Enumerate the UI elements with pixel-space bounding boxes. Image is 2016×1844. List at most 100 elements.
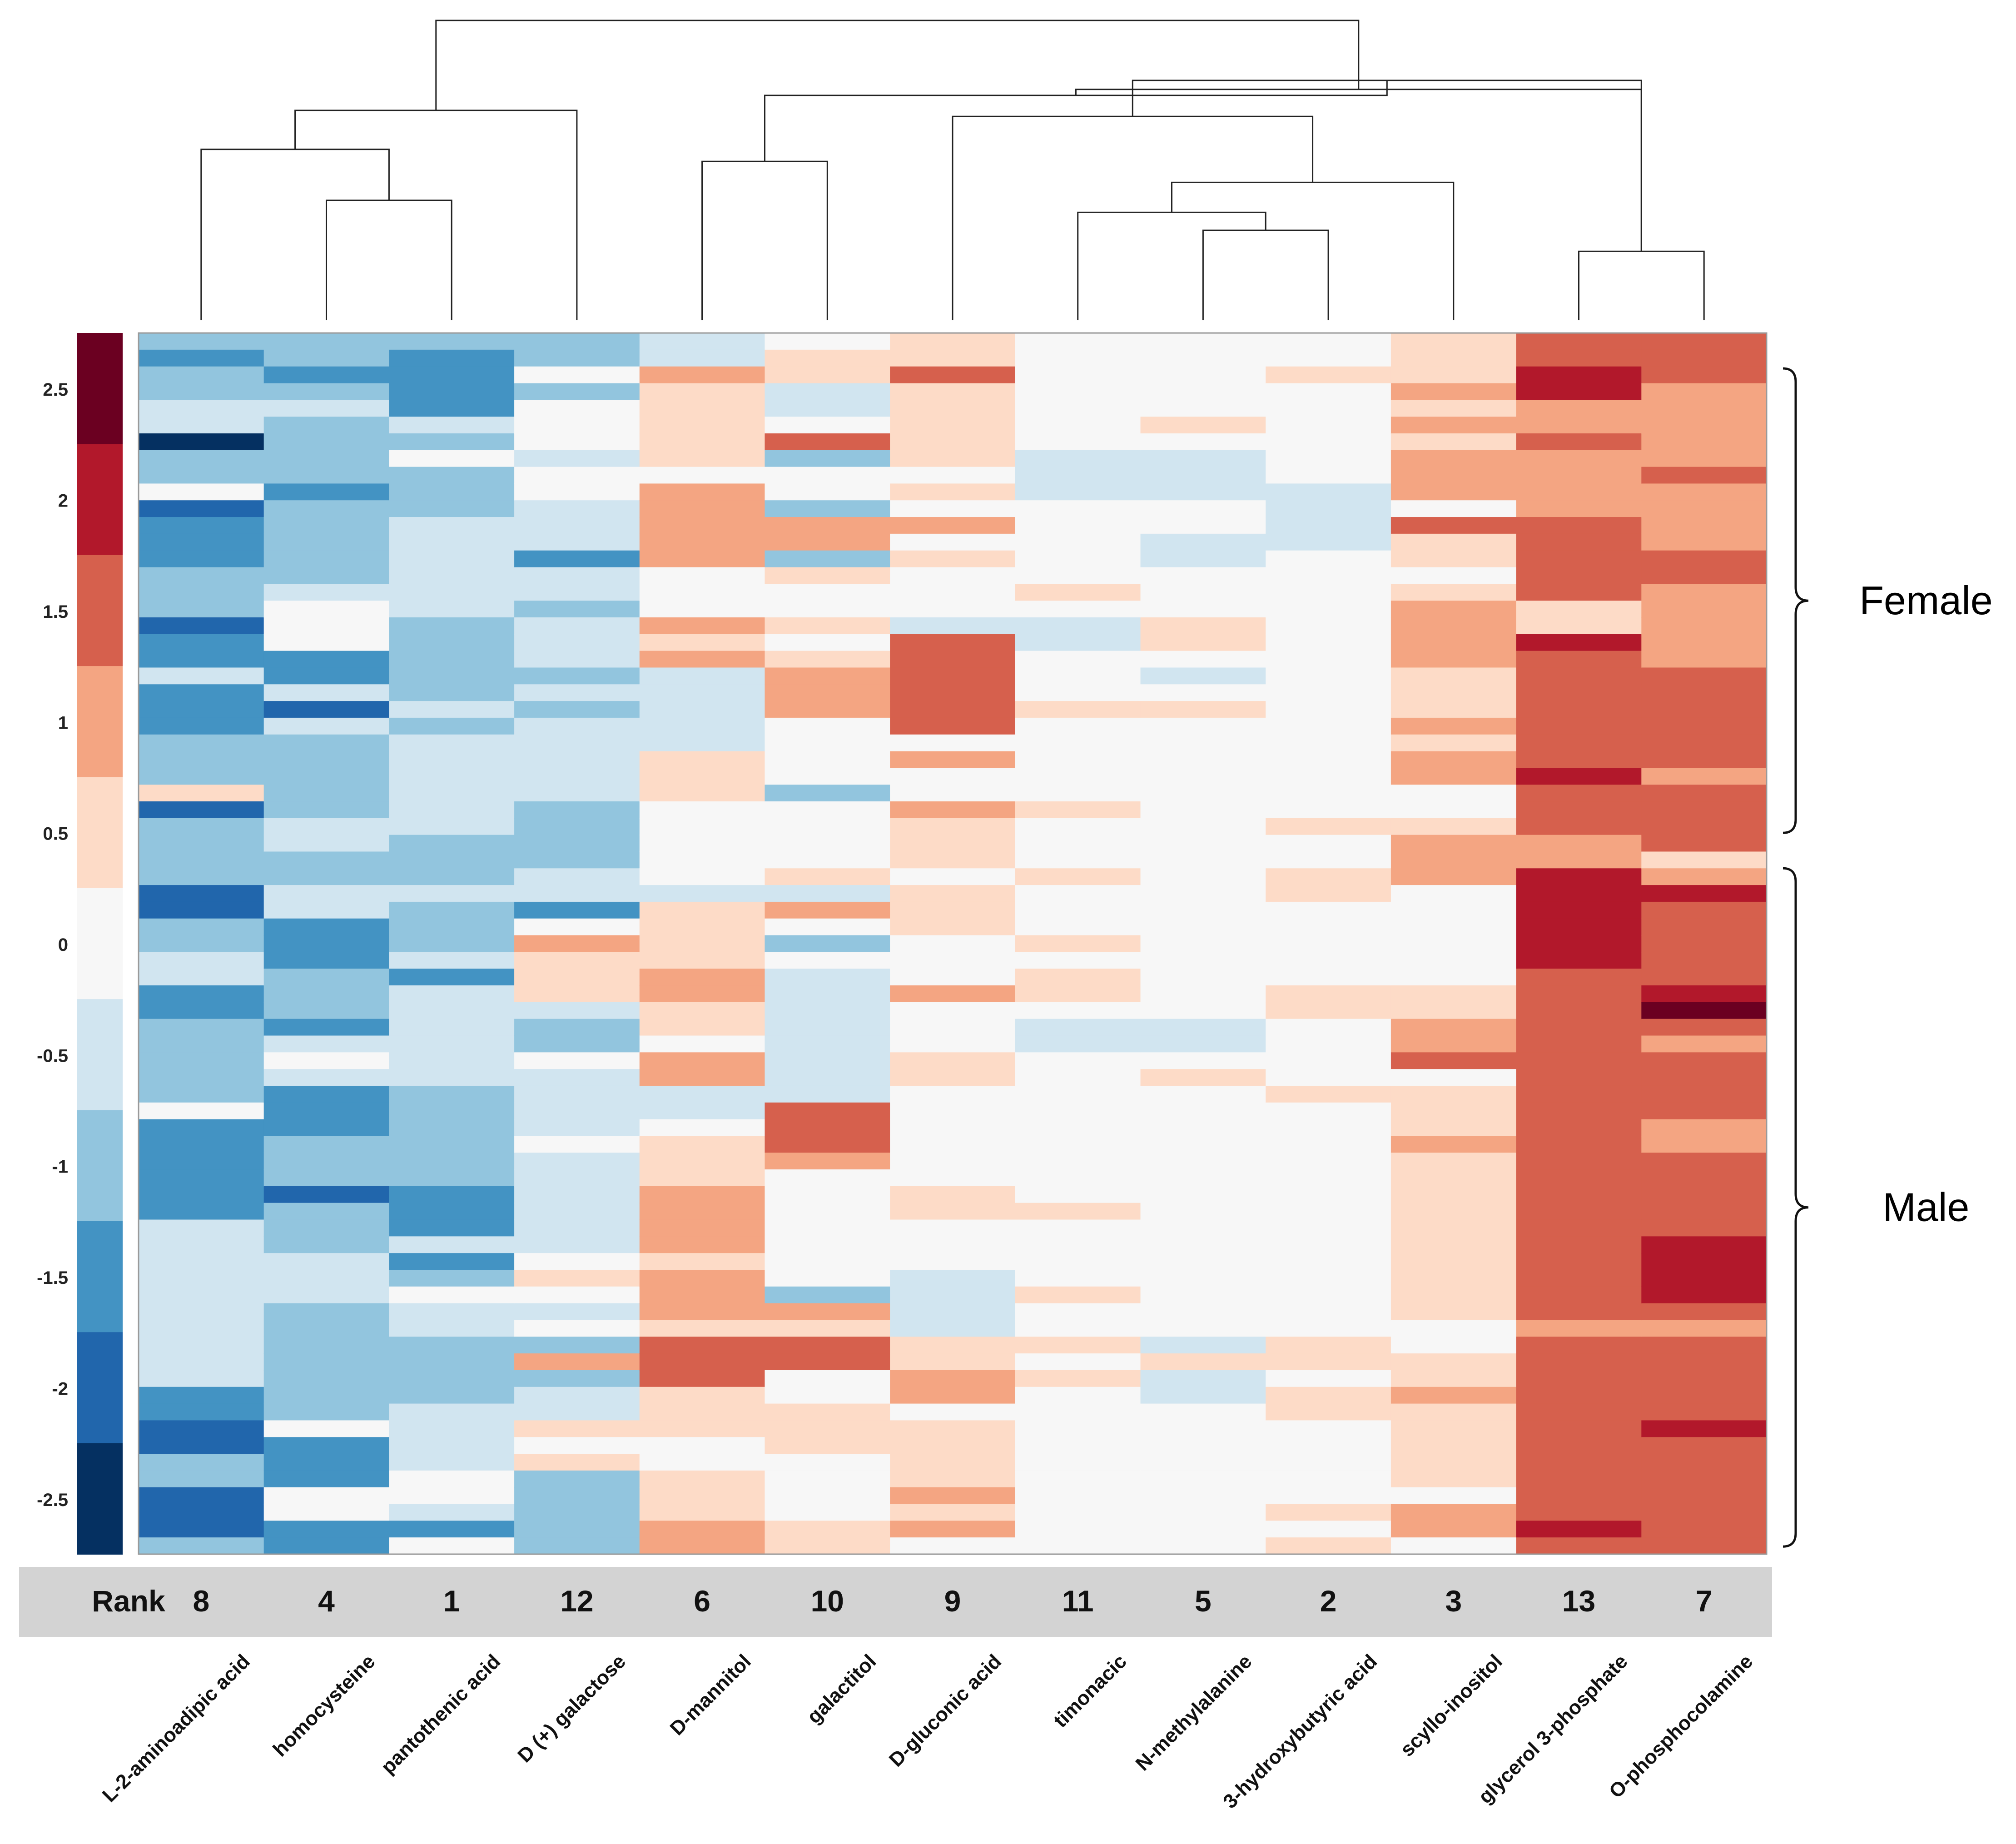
heatmap-cell [765, 533, 890, 551]
heatmap-cell [389, 768, 515, 785]
heatmap-cell [1140, 550, 1266, 568]
heatmap-cell [765, 483, 890, 501]
heatmap-cell [514, 1337, 640, 1354]
heatmap-cell [1641, 1236, 1767, 1253]
heatmap-cell [514, 885, 640, 902]
heatmap-cell [1266, 1019, 1391, 1036]
heatmap-cell [139, 885, 264, 902]
heatmap-cell [139, 835, 264, 852]
heatmap-cell [890, 1102, 1016, 1120]
heatmap-cell [1390, 952, 1517, 969]
heatmap-cell [1516, 500, 1642, 517]
dendrogram [200, 20, 1705, 320]
heatmap-cell [1266, 1253, 1391, 1270]
heatmap-cell [139, 467, 264, 484]
heatmap-cell [514, 1085, 640, 1103]
heatmap-cell [1140, 433, 1266, 451]
heatmap-cell [1641, 684, 1767, 701]
heatmap-cell [1641, 1470, 1767, 1488]
heatmap-cell [1390, 634, 1517, 651]
heatmap-cell [1015, 1403, 1141, 1421]
heatmap-cell [1015, 901, 1141, 919]
heatmap-cell [263, 1337, 390, 1354]
heatmap-cell [1015, 1521, 1141, 1538]
heatmap-cell [1140, 851, 1266, 869]
heatmap-cell [1140, 985, 1266, 1003]
heatmap-cell [639, 517, 765, 534]
heatmap-cell [765, 969, 890, 986]
heatmap-cell [389, 1420, 515, 1438]
heatmap-cell [890, 801, 1016, 819]
heatmap-cell [1390, 1437, 1517, 1454]
heatmap-cell [1140, 533, 1266, 551]
rank-value: 9 [944, 1584, 961, 1618]
heatmap-cell [1516, 969, 1642, 986]
heatmap-cell [1015, 1387, 1141, 1404]
heatmap-cell [263, 433, 390, 451]
heatmap-cell [890, 684, 1016, 701]
heatmap-cell [389, 868, 515, 885]
heatmap-cell [1641, 433, 1767, 451]
heatmap-cell [139, 952, 264, 969]
heatmap-cell [1266, 1236, 1391, 1253]
heatmap-cell [1266, 1320, 1391, 1337]
heatmap-cell [1015, 1186, 1141, 1203]
heatmap-cell [765, 734, 890, 752]
heatmap-cell [139, 601, 264, 618]
heatmap-cell [1390, 1019, 1517, 1036]
heatmap-cell [263, 400, 390, 417]
heatmap-cell [263, 467, 390, 484]
heatmap-cell [765, 400, 890, 417]
heatmap-cell [1390, 734, 1517, 752]
colorbar-tick-label: -0.5 [37, 1046, 68, 1066]
heatmap-cell [639, 885, 765, 902]
heatmap-cell [890, 751, 1016, 769]
heatmap-cell [890, 1270, 1016, 1287]
heatmap-cell [263, 751, 390, 769]
heatmap-cell [639, 751, 765, 769]
heatmap-cell [514, 1236, 640, 1253]
heatmap-cell [139, 483, 264, 501]
heatmap-cell [389, 634, 515, 651]
heatmap-cell [1516, 634, 1642, 651]
heatmap-cell [1140, 601, 1266, 618]
heatmap-cell [1140, 400, 1266, 417]
heatmap-cell [890, 500, 1016, 517]
heatmap-cell [1641, 701, 1767, 718]
heatmap-cell [1390, 467, 1517, 484]
heatmap-cell [1015, 801, 1141, 819]
heatmap-cell [639, 835, 765, 852]
heatmap-cell [1015, 1437, 1141, 1454]
heatmap-cell [765, 651, 890, 668]
heatmap-cell [139, 433, 264, 451]
heatmap-cell [389, 969, 515, 986]
heatmap-cell [1140, 417, 1266, 434]
heatmap-cell [1015, 1270, 1141, 1287]
heatmap-cell [890, 634, 1016, 651]
heatmap-cell [1266, 1219, 1391, 1237]
heatmap-cell [639, 768, 765, 785]
heatmap-cell [765, 333, 890, 350]
heatmap-cell [1140, 701, 1266, 718]
heatmap-cell [263, 1387, 390, 1404]
heatmap-cell [263, 349, 390, 367]
heatmap-cell [1015, 1019, 1141, 1036]
heatmap-cell [389, 567, 515, 585]
heatmap-cell [139, 517, 264, 534]
heatmap-cell [765, 835, 890, 852]
heatmap-cell [890, 1521, 1016, 1538]
heatmap-cell [1140, 1504, 1266, 1521]
heatmap-cell [514, 818, 640, 835]
heatmap-cell [389, 1286, 515, 1304]
heatmap-cell [389, 985, 515, 1003]
dendrogram-link [1075, 89, 1642, 252]
heatmap-cell [765, 1236, 890, 1253]
heatmap-cell [263, 1303, 390, 1321]
column-label: galactitol [803, 1650, 880, 1728]
heatmap-cell [1266, 533, 1391, 551]
heatmap-cell [139, 901, 264, 919]
heatmap-cell [1516, 1153, 1642, 1170]
heatmap-cell [139, 1186, 264, 1203]
heatmap-cell [263, 1320, 390, 1337]
heatmap-cell [1641, 517, 1767, 534]
